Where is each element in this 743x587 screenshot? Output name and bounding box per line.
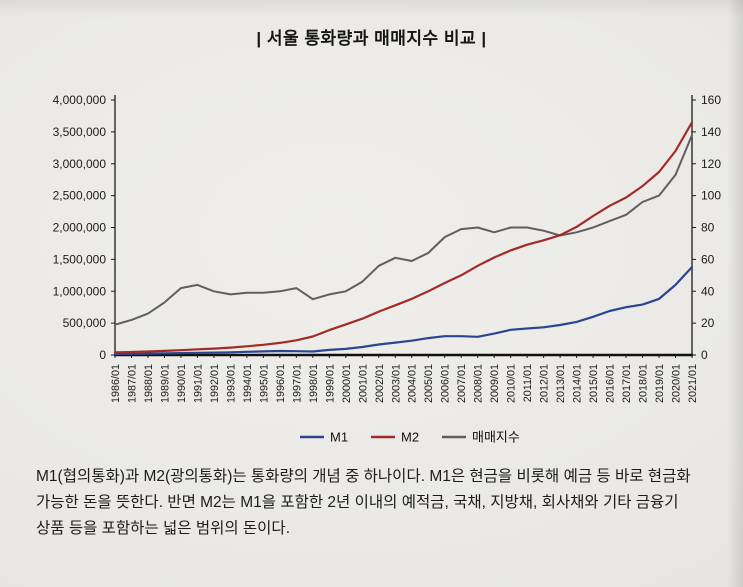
x-axis-tick-label: 2016/01 bbox=[605, 364, 617, 403]
legend-label-sales-index: 매매지수 bbox=[472, 430, 520, 445]
x-axis-tick-label: 1993/01 bbox=[225, 364, 237, 403]
x-axis-tick-label: 1995/01 bbox=[258, 364, 270, 403]
x-axis-tick-label: 2019/01 bbox=[654, 364, 666, 403]
left-axis-tick-label: 3,500,000 bbox=[53, 125, 107, 139]
right-axis-tick-label: 100 bbox=[701, 189, 721, 203]
left-axis-tick-label: 500,000 bbox=[63, 316, 107, 330]
x-axis-tick-label: 2008/01 bbox=[473, 364, 485, 403]
left-axis-tick-label: 0 bbox=[99, 348, 106, 362]
x-axis-tick-label: 2009/01 bbox=[489, 364, 501, 403]
right-axis-tick-label: 80 bbox=[701, 221, 715, 235]
x-axis-tick-label: 1998/01 bbox=[308, 364, 320, 403]
right-axis-tick-label: 40 bbox=[701, 284, 715, 298]
x-axis-tick-label: 2000/01 bbox=[341, 364, 353, 403]
body-text-line-3: 상품 등을 포함하는 넓은 범위의 돈이다. bbox=[36, 520, 290, 537]
x-axis-tick-label: 2013/01 bbox=[555, 364, 567, 403]
x-axis-tick-label: 2011/01 bbox=[522, 364, 534, 402]
x-axis-tick-label: 1990/01 bbox=[176, 364, 188, 403]
x-axis-tick-label: 1992/01 bbox=[209, 364, 221, 403]
series-line-sales-index bbox=[114, 134, 693, 326]
x-axis-tick-label: 2021/01 bbox=[687, 364, 699, 403]
x-axis-tick-label: 2014/01 bbox=[572, 364, 584, 403]
right-axis-tick-label: 20 bbox=[701, 316, 715, 330]
left-axis-tick-label: 2,000,000 bbox=[53, 221, 107, 235]
series-line-m2 bbox=[113, 121, 694, 354]
x-axis-tick-label: 1991/01 bbox=[192, 364, 204, 403]
x-axis-tick-label: 2002/01 bbox=[374, 364, 386, 403]
x-axis-tick-label: 1997/01 bbox=[291, 364, 303, 403]
money-supply-vs-sales-index-chart: 0 500,000 1,000,000 1,500,000 2,000,000 2,500… bbox=[53, 93, 722, 445]
right-axis-tick-label: 120 bbox=[701, 157, 721, 171]
body-text: M1(협의통화)과 M2(광의통화)는 통화량의 개념 중 하나이다. M1은 … bbox=[36, 464, 743, 542]
right-axis-tick-label: 0 bbox=[701, 348, 708, 362]
body-text-line-1: M1(협의통화)과 M2(광의통화)는 통화량의 개념 중 하나이다. M1은 … bbox=[36, 468, 691, 485]
x-axis-tick-label: 2005/01 bbox=[423, 364, 435, 403]
x-axis-tick-label: 2020/01 bbox=[671, 364, 683, 403]
x-axis-tick-label: 1996/01 bbox=[275, 364, 287, 403]
x-axis-tick-label: 1986/01 bbox=[110, 364, 122, 403]
x-axis-tick-label: 2012/01 bbox=[539, 364, 551, 403]
x-axis-tick-label: 2004/01 bbox=[407, 364, 419, 403]
x-axis-tick-label: 2015/01 bbox=[588, 364, 600, 403]
left-axis-tick-label: 4,000,000 bbox=[53, 93, 107, 107]
chart-title: | 서울 통화량과 매매지수 비교 | bbox=[256, 29, 487, 48]
left-axis-tick-label: 2,500,000 bbox=[53, 189, 107, 203]
x-axis-tick-label: 2003/01 bbox=[390, 364, 402, 403]
x-axis-tick-label: 1988/01 bbox=[143, 364, 155, 403]
x-axis-tick-label: 2010/01 bbox=[506, 364, 518, 403]
left-axis-tick-label: 1,500,000 bbox=[53, 252, 107, 266]
x-axis-tick-label: 1999/01 bbox=[324, 364, 336, 403]
series-line-m1 bbox=[113, 265, 694, 356]
left-axis-tick-label: 1,000,000 bbox=[53, 284, 107, 298]
x-axis-tick-label: 1987/01 bbox=[126, 364, 138, 403]
x-axis-tick-label: 2001/01 bbox=[357, 364, 369, 403]
body-text-line-2: 가능한 돈을 뜻한다. 반면 M2는 M1을 포함한 2년 이내의 예적금, 국… bbox=[36, 494, 679, 511]
right-axis-tick-label: 60 bbox=[701, 252, 715, 266]
x-axis-tick-label: 1994/01 bbox=[242, 364, 254, 403]
x-axis-tick-label: 1989/01 bbox=[159, 364, 171, 403]
x-axis-tick-label: 2018/01 bbox=[638, 364, 650, 403]
x-axis-tick-label: 2006/01 bbox=[440, 364, 452, 403]
legend-label-m1: M1 bbox=[330, 430, 348, 445]
legend-label-m2: M2 bbox=[401, 430, 419, 445]
right-axis-tick-label: 140 bbox=[701, 125, 721, 139]
x-axis-tick-label: 2007/01 bbox=[456, 364, 468, 403]
x-axis-tick-label: 2017/01 bbox=[621, 364, 633, 403]
right-axis-tick-label: 160 bbox=[701, 93, 721, 107]
left-axis-tick-label: 3,000,000 bbox=[53, 157, 107, 171]
